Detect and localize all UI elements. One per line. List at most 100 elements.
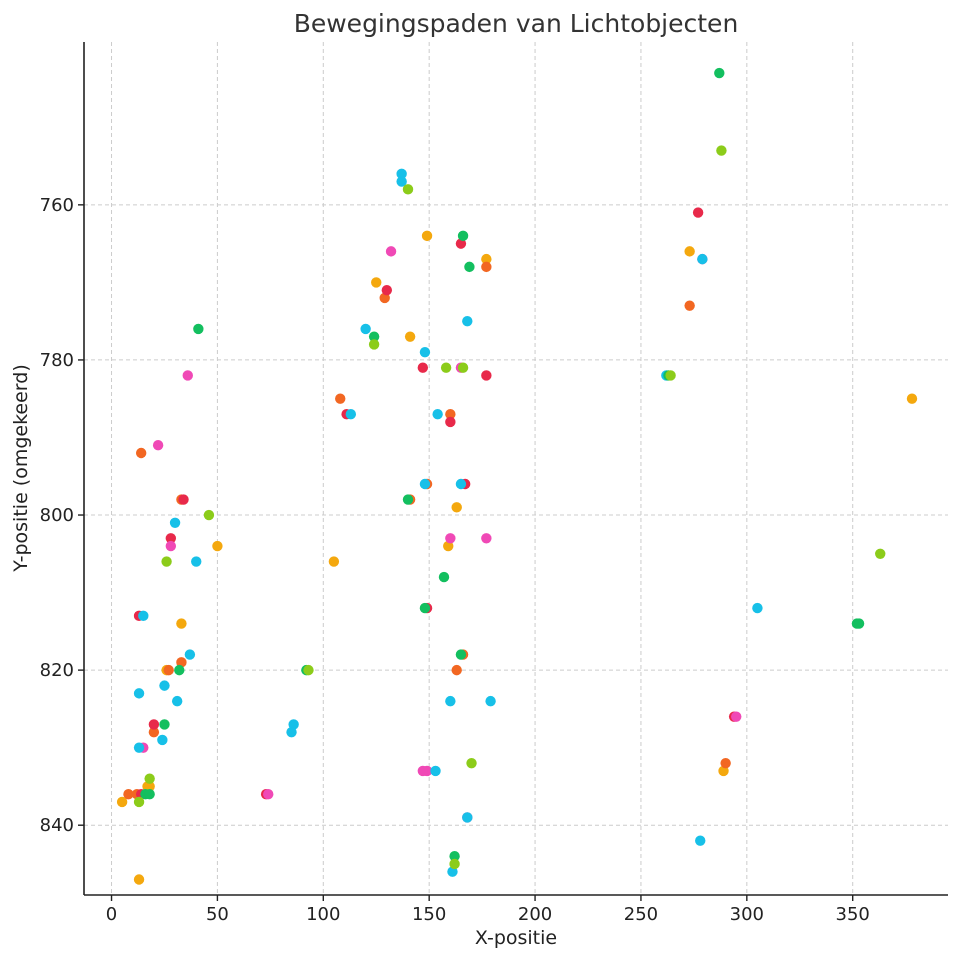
data-point [157, 734, 168, 746]
tick-labels: 0 50 100 150 200 250 300 350 760 780 800 820 840 [40, 195, 870, 925]
data-point [684, 246, 695, 257]
data-point [176, 618, 187, 629]
data-points [116, 67, 918, 885]
x-axis-label: X-positie [475, 927, 557, 949]
data-point [455, 478, 467, 490]
data-point [720, 757, 731, 769]
data-point [212, 540, 223, 552]
data-point [440, 362, 452, 373]
data-point [144, 788, 155, 800]
data-point [714, 67, 725, 79]
data-point [695, 835, 706, 846]
x-tick-label: 250 [624, 904, 658, 925]
data-point [328, 556, 340, 567]
data-point [462, 812, 473, 823]
y-tick-label: 800 [40, 505, 74, 526]
data-point [485, 695, 496, 707]
data-point [381, 284, 393, 296]
axes [78, 42, 948, 901]
data-point [445, 416, 456, 428]
data-point [396, 176, 407, 187]
data-point [466, 757, 477, 769]
data-point [684, 300, 695, 311]
data-point [123, 788, 134, 800]
data-point [449, 858, 460, 870]
data-point [419, 346, 431, 358]
data-point [481, 253, 492, 265]
data-point [360, 323, 371, 335]
data-point [385, 246, 397, 257]
data-point [133, 796, 145, 808]
data-point [303, 664, 314, 676]
data-point [906, 393, 918, 404]
data-point [335, 393, 346, 404]
data-point [432, 409, 443, 420]
data-point [417, 765, 429, 777]
y-tick-label: 760 [40, 195, 74, 216]
data-point [144, 781, 155, 792]
data-point [692, 207, 704, 218]
data-point [184, 649, 196, 660]
data-point [697, 253, 708, 265]
data-point [445, 695, 456, 707]
data-point [419, 602, 431, 614]
data-point [731, 711, 742, 722]
data-point [481, 533, 492, 544]
data-point [853, 618, 865, 629]
x-tick-label: 300 [730, 904, 764, 925]
data-point [161, 556, 172, 567]
data-point [875, 548, 886, 559]
data-point [457, 362, 469, 373]
data-point [138, 610, 149, 622]
data-point [191, 556, 202, 567]
data-point [345, 409, 357, 420]
data-point [404, 331, 416, 342]
data-point [144, 773, 155, 784]
y-axis-label: Y-positie (omgekeerd) [10, 364, 32, 572]
data-point [178, 494, 189, 505]
data-point [133, 688, 145, 699]
data-point [165, 533, 177, 544]
data-point [148, 726, 160, 738]
data-point [752, 602, 763, 614]
data-point [449, 851, 460, 862]
data-point [445, 409, 456, 420]
chart-title: Bewegingspaden van Lichtobjecten [294, 9, 739, 38]
data-point [438, 571, 450, 583]
data-point [402, 494, 414, 505]
data-point [203, 509, 215, 521]
data-point [462, 315, 473, 327]
data-point [148, 719, 160, 730]
data-point [455, 649, 467, 660]
data-point [171, 695, 183, 707]
data-point [421, 230, 433, 242]
data-point [451, 664, 462, 676]
x-tick-label: 200 [518, 904, 552, 925]
data-point [417, 362, 429, 373]
data-point [133, 874, 145, 885]
data-point [451, 502, 462, 513]
data-point [169, 517, 181, 528]
data-point [402, 184, 414, 195]
data-point [368, 339, 380, 350]
data-point [152, 440, 164, 451]
data-point [481, 261, 492, 273]
x-tick-label: 50 [206, 904, 229, 925]
data-point [665, 370, 676, 381]
data-point [464, 261, 475, 273]
data-point [163, 664, 174, 676]
x-tick-label: 0 [106, 904, 117, 925]
data-point [133, 742, 145, 753]
data-point [159, 680, 170, 691]
x-tick-label: 100 [306, 904, 340, 925]
data-point [419, 478, 431, 490]
data-point [396, 168, 407, 180]
data-point [371, 277, 382, 288]
x-tick-label: 150 [412, 904, 446, 925]
data-point [116, 796, 128, 808]
data-point [193, 323, 204, 335]
data-point [430, 765, 441, 777]
y-tick-label: 840 [40, 815, 74, 836]
